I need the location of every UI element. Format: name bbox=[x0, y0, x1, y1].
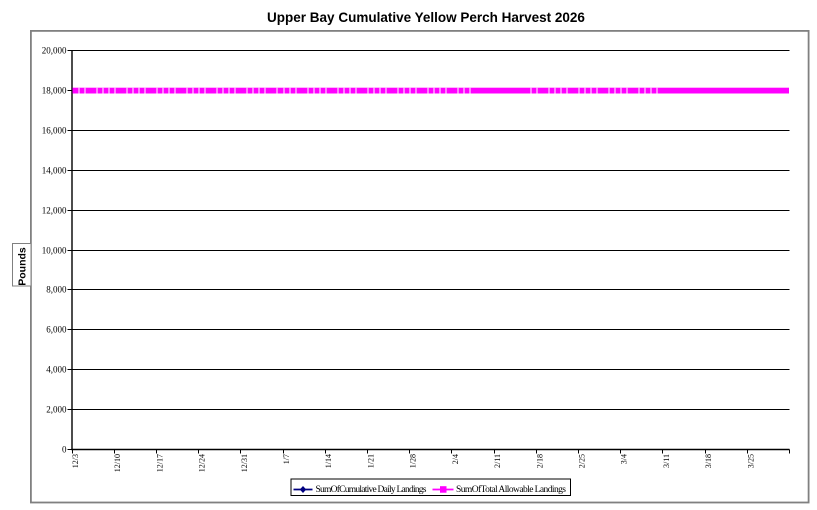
svg-text:12,000: 12,000 bbox=[42, 206, 67, 216]
svg-text:10,000: 10,000 bbox=[42, 246, 67, 256]
svg-text:Pounds: Pounds bbox=[17, 247, 29, 286]
svg-text:3/11: 3/11 bbox=[662, 454, 671, 468]
svg-text:2,000: 2,000 bbox=[46, 405, 67, 415]
svg-text:2/18: 2/18 bbox=[535, 454, 544, 468]
svg-text:20,000: 20,000 bbox=[42, 46, 67, 56]
svg-text:12/31: 12/31 bbox=[240, 454, 249, 472]
svg-text:Upper Bay Cumulative Yellow Pe: Upper Bay Cumulative Yellow Perch Harves… bbox=[267, 10, 585, 25]
svg-text:1/7: 1/7 bbox=[282, 454, 291, 464]
svg-text:3/25: 3/25 bbox=[746, 454, 755, 468]
svg-text:1/21: 1/21 bbox=[367, 454, 376, 468]
svg-text:2/25: 2/25 bbox=[578, 454, 587, 468]
svg-text:1/28: 1/28 bbox=[409, 454, 418, 468]
svg-text:2/11: 2/11 bbox=[493, 454, 502, 468]
svg-text:16,000: 16,000 bbox=[42, 126, 67, 136]
svg-text:2/4: 2/4 bbox=[451, 454, 460, 464]
svg-text:4,000: 4,000 bbox=[46, 365, 67, 375]
svg-text:12/10: 12/10 bbox=[113, 454, 122, 472]
svg-text:12/24: 12/24 bbox=[198, 454, 207, 472]
svg-text:SumOfCumulative Daily Landings: SumOfCumulative Daily Landings bbox=[316, 484, 427, 495]
svg-text:12/17: 12/17 bbox=[155, 454, 164, 472]
svg-text:3/18: 3/18 bbox=[704, 454, 713, 468]
svg-text:6,000: 6,000 bbox=[46, 325, 67, 335]
svg-text:SumOfTotal Allowable Landings: SumOfTotal Allowable Landings bbox=[456, 484, 566, 495]
svg-text:18,000: 18,000 bbox=[42, 86, 67, 96]
svg-text:1/14: 1/14 bbox=[324, 454, 333, 468]
svg-text:14,000: 14,000 bbox=[42, 166, 67, 176]
svg-text:8,000: 8,000 bbox=[46, 285, 67, 295]
svg-text:0: 0 bbox=[62, 445, 67, 455]
svg-text:3/4: 3/4 bbox=[620, 454, 629, 464]
svg-text:12/3: 12/3 bbox=[71, 454, 80, 468]
